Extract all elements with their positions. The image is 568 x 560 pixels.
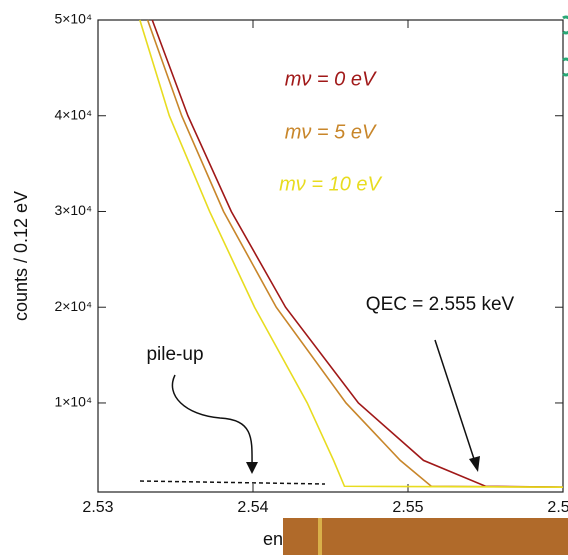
overlay-image-detail bbox=[318, 518, 322, 555]
x-tick-label: 2.53 bbox=[82, 499, 113, 516]
y-tick-label: 1×10⁴ bbox=[54, 394, 92, 410]
series-line bbox=[146, 19, 564, 489]
pile-up-line bbox=[139, 480, 326, 485]
arrow-head bbox=[246, 462, 258, 474]
annotation: pile-up bbox=[146, 344, 203, 365]
arrow bbox=[434, 339, 476, 463]
x-axis-label: en bbox=[263, 529, 283, 549]
series-line bbox=[139, 19, 564, 489]
x-tick-label: 2.56 bbox=[547, 499, 568, 516]
legend-label: mν = 5 eV bbox=[285, 121, 377, 143]
y-tick-label: 4×10⁴ bbox=[54, 106, 92, 122]
plot-frame bbox=[97, 19, 564, 493]
annotation: QEC = 2.555 keV bbox=[366, 294, 515, 315]
legend-label: mν = 0 eV bbox=[285, 68, 377, 90]
y-tick-label: 5×10⁴ bbox=[54, 11, 92, 27]
overlay-image bbox=[283, 518, 568, 555]
x-tick-label: 2.54 bbox=[237, 499, 268, 516]
y-tick-label: 2×10⁴ bbox=[54, 298, 92, 314]
y-tick-label: 3×10⁴ bbox=[54, 202, 92, 218]
legend-label: mν = 10 eV bbox=[279, 173, 382, 195]
slide-edge bbox=[562, 15, 568, 77]
y-axis-label: counts / 0.12 eV bbox=[11, 191, 31, 321]
x-tick-label: 2.55 bbox=[392, 499, 423, 516]
arrow bbox=[171, 374, 253, 471]
arrow-head bbox=[469, 456, 480, 472]
series-line bbox=[151, 19, 564, 489]
